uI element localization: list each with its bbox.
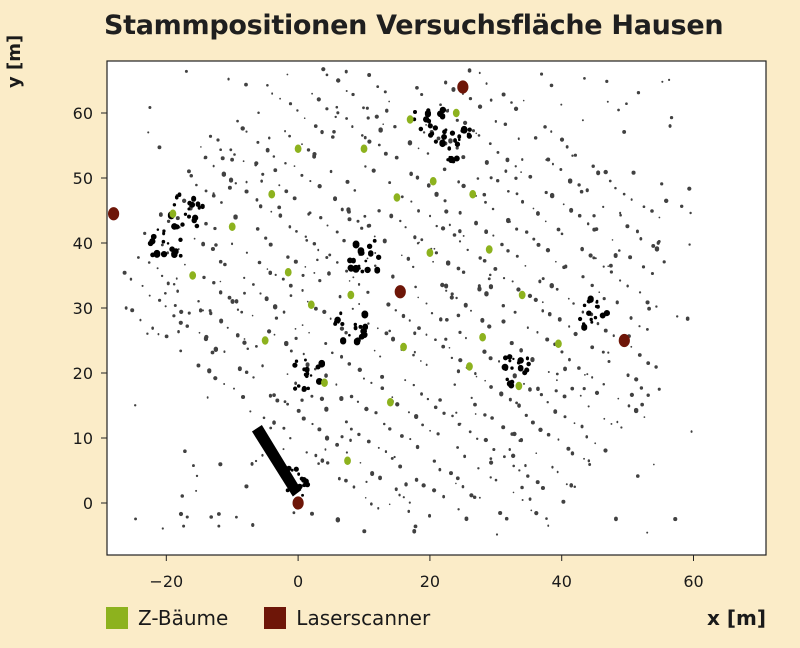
y-tick-label: 40 bbox=[73, 234, 93, 253]
y-tick-label: 60 bbox=[73, 104, 93, 123]
x-tick-label: 40 bbox=[552, 572, 572, 591]
z-baum-point bbox=[393, 193, 401, 202]
z-baum-point bbox=[479, 333, 487, 342]
legend-swatch-laserscanner bbox=[264, 607, 287, 629]
z-baum-point bbox=[261, 336, 269, 345]
laserscanner-point bbox=[292, 496, 304, 510]
x-tick-label: −20 bbox=[149, 572, 183, 591]
z-baum-point bbox=[321, 378, 328, 387]
data-marks bbox=[107, 80, 630, 510]
z-baum-point bbox=[294, 144, 302, 153]
laserscanner-point bbox=[394, 285, 406, 299]
z-baum-point bbox=[344, 456, 351, 465]
z-baum-point bbox=[426, 248, 434, 257]
z-baum-point bbox=[452, 108, 460, 118]
z-baum-point bbox=[189, 271, 197, 280]
y-tick-label: 0 bbox=[83, 494, 93, 513]
plot-frame bbox=[106, 60, 767, 556]
legend-label-laserscanner: Laserscanner bbox=[296, 606, 431, 630]
x-tick-label: 60 bbox=[683, 572, 703, 591]
z-baum-point bbox=[485, 245, 493, 254]
z-baum-point bbox=[515, 381, 523, 391]
laserscanner-point bbox=[457, 80, 469, 94]
z-baum-point bbox=[360, 144, 368, 153]
stem-positions-background bbox=[122, 67, 693, 536]
chart-title: Stammpositionen Versuchsfläche Hausen bbox=[104, 10, 724, 41]
legend-swatch-z-baeume bbox=[106, 607, 128, 629]
z-baum-point bbox=[268, 190, 276, 199]
legend-label-z-baeume: Z-Bäume bbox=[138, 606, 229, 630]
z-baum-point bbox=[406, 115, 414, 124]
z-baum-point bbox=[518, 290, 526, 300]
plot-area bbox=[107, 61, 766, 555]
z-baum-point bbox=[169, 209, 177, 218]
laserscanner-point bbox=[107, 207, 120, 221]
z-baum-point bbox=[429, 177, 437, 186]
axis-ticks: −20 0 20 40 60 0 10 20 30 40 50 60 bbox=[73, 104, 704, 591]
z-baum-point bbox=[307, 300, 315, 309]
z-baum-point bbox=[284, 268, 292, 277]
z-baum-point bbox=[386, 398, 394, 407]
y-tick-label: 20 bbox=[73, 364, 93, 383]
z-baum-point bbox=[400, 342, 407, 352]
z-baum-point bbox=[347, 290, 355, 300]
z-baum-point bbox=[466, 362, 473, 371]
x-tick-label: 0 bbox=[293, 572, 303, 591]
laserscanner-point bbox=[618, 333, 630, 348]
y-tick-label: 10 bbox=[73, 429, 93, 448]
z-baum-point bbox=[469, 190, 477, 199]
legend-item-laserscanner: Laserscanner bbox=[264, 606, 430, 630]
z-baum-point bbox=[228, 222, 236, 231]
z-baum-point bbox=[555, 339, 562, 348]
y-tick-label: 30 bbox=[73, 299, 93, 318]
y-tick-label: 50 bbox=[73, 169, 93, 188]
legend: Z-Bäume Laserscanner bbox=[106, 606, 430, 630]
x-axis-label: x [m] bbox=[707, 606, 766, 630]
x-tick-label: 20 bbox=[420, 572, 440, 591]
legend-item-z-baeume: Z-Bäume bbox=[106, 606, 228, 630]
